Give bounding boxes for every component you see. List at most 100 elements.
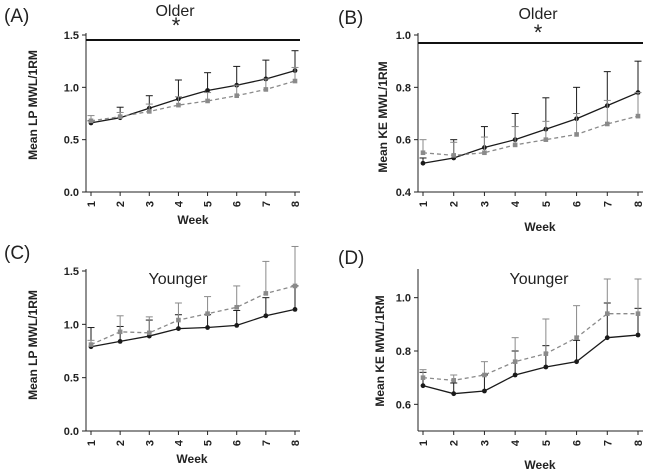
series-dashed-grey (87, 66, 299, 124)
y-tick-label: 0.0 (64, 426, 79, 438)
x-tick-label: 6 (232, 201, 244, 207)
x-tick-label: 5 (541, 440, 553, 446)
x-tick-label: 2 (115, 201, 127, 207)
y-axis-label: Mean LP MWL/1RM (26, 290, 40, 400)
data-point (512, 372, 518, 378)
panel-1: (B) Older 0.4 0.6 0.8 1.0 1 2 3 4 5 6 7 8 Week Mean KE … (338, 6, 645, 234)
series-line (90, 285, 296, 346)
y-axis-label: Mean KE MWL/1RM (376, 61, 390, 172)
x-tick-label: 8 (290, 440, 302, 446)
data-point (574, 132, 579, 137)
y-tick-label: 0.6 (396, 135, 411, 147)
data-point (604, 335, 610, 341)
x-axis-label: Week (176, 452, 207, 466)
data-point (176, 102, 181, 108)
chart-title: Older (155, 3, 195, 20)
data-point (451, 391, 457, 397)
data-point (117, 329, 123, 335)
data-point (420, 160, 426, 166)
x-tick-label: 2 (449, 440, 461, 446)
data-point (482, 388, 487, 394)
data-point (234, 304, 240, 310)
x-axis-label: Week (177, 213, 208, 227)
x-tick-label: 5 (203, 440, 215, 446)
data-point (482, 372, 487, 378)
significance-marker: * (172, 13, 181, 38)
x-tick-label: 7 (261, 201, 273, 207)
series-dashed-grey (419, 92, 642, 158)
data-point (420, 375, 426, 380)
data-point (482, 150, 487, 156)
data-point (176, 326, 181, 331)
data-point (512, 359, 518, 364)
data-point (146, 330, 152, 336)
x-tick-label: 2 (115, 440, 127, 446)
data-point (543, 351, 549, 356)
data-point (604, 311, 610, 316)
series-line (422, 115, 639, 157)
data-point (292, 307, 298, 312)
data-point (234, 323, 240, 328)
significance-marker: * (534, 20, 543, 45)
x-tick-label: 7 (261, 440, 273, 446)
data-point (117, 114, 123, 119)
x-tick-label: 5 (203, 201, 215, 207)
x-tick-label: 8 (633, 201, 645, 207)
x-tick-label: 8 (633, 440, 645, 446)
x-tick-label: 4 (510, 439, 522, 446)
x-tick-label: 3 (144, 440, 156, 446)
data-point (205, 325, 210, 330)
x-tick-label: 4 (173, 200, 185, 207)
data-point (205, 311, 210, 316)
panel-letter: (B) (338, 8, 363, 29)
panel-letter: (D) (338, 248, 364, 269)
x-tick-label: 6 (572, 201, 584, 207)
series-line (422, 313, 638, 381)
x-tick-label: 7 (602, 440, 614, 446)
panel-2: (C) Younger 0.0 0.5 1.0 1.5 1 2 3 4 5 6 7 8 Week Mean L… (4, 243, 302, 466)
data-point (451, 378, 457, 383)
y-axis-label: Mean LP MWL/1RM (26, 50, 40, 160)
y-tick-label: 0.6 (396, 399, 411, 411)
data-point (205, 88, 210, 93)
x-tick-label: 1 (418, 440, 430, 446)
data-point (292, 78, 298, 84)
data-point (543, 364, 549, 370)
x-tick-label: 6 (232, 440, 244, 446)
data-point (451, 153, 457, 158)
panel-letter: (C) (4, 243, 30, 264)
x-axis-label: Week (524, 220, 555, 234)
data-point (117, 339, 123, 344)
series-solid-black (419, 302, 642, 397)
data-point (146, 109, 152, 114)
series-dashed-grey (87, 245, 299, 347)
y-tick-label: 1.5 (64, 30, 79, 42)
y-tick-label: 0.0 (64, 187, 79, 199)
panel-0: (A) Older 0.0 0.5 1.0 1.5 1 2 3 4 5 6 7 8 Week Mean LP … (4, 3, 302, 227)
data-point (420, 150, 426, 156)
x-axis-label: Week (524, 458, 555, 470)
data-point (263, 291, 269, 296)
data-point (635, 113, 641, 119)
y-tick-label: 0.8 (396, 82, 411, 94)
data-point (635, 332, 641, 338)
x-tick-label: 2 (449, 201, 461, 207)
data-point (205, 98, 210, 104)
data-point (88, 342, 94, 347)
y-tick-label: 1.0 (396, 293, 411, 305)
x-tick-label: 1 (418, 201, 430, 207)
x-tick-label: 6 (572, 440, 584, 446)
y-axis-label: Mean KE MWL/1RM (373, 295, 387, 406)
x-tick-label: 3 (479, 201, 491, 207)
y-tick-label: 0.4 (396, 187, 412, 199)
data-point (543, 137, 549, 142)
panel-3: (D) Younger 0.6 0.8 1.0 1 2 3 4 5 6 7 8 Week Mean KE M… (338, 248, 645, 470)
series-line (90, 308, 296, 348)
y-tick-label: 0.8 (396, 346, 411, 358)
chart-title: Younger (148, 271, 208, 288)
chart-title: Younger (509, 271, 569, 288)
data-point (263, 87, 269, 92)
y-tick-label: 0.5 (64, 135, 79, 147)
data-point (420, 383, 426, 389)
